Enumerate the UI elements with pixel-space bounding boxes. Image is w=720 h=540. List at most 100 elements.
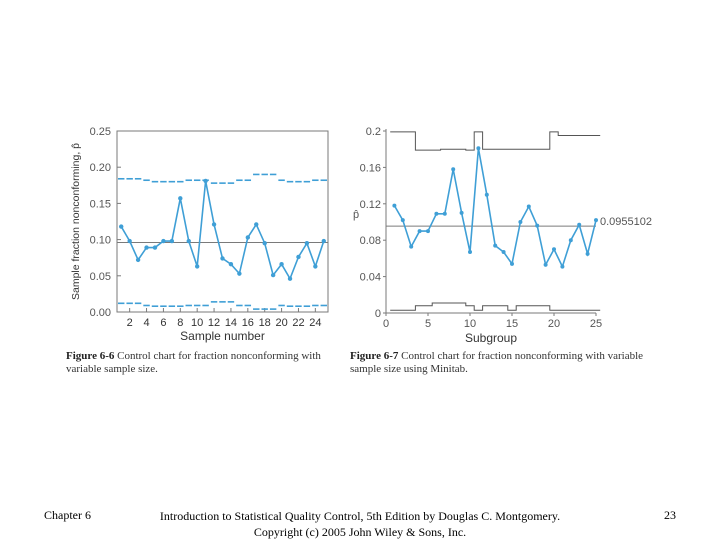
- plot-frame: [116, 130, 329, 313]
- data-point: [560, 264, 565, 269]
- x-tick-label: 10: [191, 317, 203, 329]
- x-tick-label: 14: [225, 317, 237, 329]
- data-point: [135, 257, 141, 263]
- data-point: [417, 229, 422, 234]
- data-point: [409, 244, 414, 249]
- data-point: [119, 224, 124, 229]
- y-axis-label: Sample fraction nonconforming, p̂: [70, 143, 82, 300]
- data-point: [254, 222, 259, 227]
- y-tick-label: 0.20: [90, 162, 111, 174]
- data-point: [526, 204, 531, 209]
- caption-label-6-7: Figure 6-7: [350, 350, 399, 362]
- y-tick-label: 0.10: [90, 235, 111, 247]
- data-point: [287, 276, 293, 281]
- data-point: [127, 238, 132, 244]
- data-point: [442, 211, 447, 216]
- y-tick-label: 0.05: [90, 271, 111, 283]
- caption-fig-6-7: Figure 6-7 Control chart for fraction no…: [350, 350, 660, 376]
- footer-citation-line2: Copyright (c) 2005 John Wiley & Sons, In…: [253, 525, 467, 539]
- data-point: [392, 203, 397, 208]
- footer-page-number: 23: [664, 508, 676, 522]
- y-tick-label: 0.15: [90, 198, 111, 210]
- chart-fig-6-7: 0 0.04 0.08 0.12 0.16 0.2 0 5 10 15 20 25 Subgroup p̂…: [353, 126, 652, 345]
- data-point: [161, 238, 166, 244]
- y-tick-label: 0.2: [366, 126, 381, 138]
- y-tick-label: 0.12: [360, 199, 381, 211]
- y-tick-label: 0.08: [360, 235, 381, 247]
- data-point: [426, 229, 430, 234]
- data-point: [535, 223, 540, 228]
- y-tick-label: 0.00: [90, 307, 111, 319]
- caption-label-6-6: Figure 6-6: [66, 350, 115, 362]
- data-point: [313, 264, 318, 269]
- data-point: [451, 167, 456, 172]
- data-point: [194, 264, 200, 269]
- ucl-step-line: [390, 131, 601, 151]
- data-point: [144, 245, 149, 250]
- center-line-label: 0.0955102: [600, 216, 652, 228]
- x-tick-label: 20: [275, 317, 287, 329]
- footer-chapter: Chapter 6: [44, 508, 91, 522]
- data-point: [178, 196, 183, 201]
- data-point: [568, 238, 573, 243]
- x-tick-label: 12: [208, 317, 220, 329]
- data-point: [296, 254, 301, 260]
- data-point: [585, 251, 590, 256]
- y-tick-label: 0.25: [90, 126, 111, 138]
- data-point: [484, 192, 489, 197]
- data-point: [501, 250, 506, 255]
- data-point: [400, 218, 405, 223]
- x-axis-label: Sample number: [180, 329, 265, 343]
- data-point: [211, 222, 217, 227]
- data-point: [476, 146, 481, 151]
- data-point: [510, 261, 514, 266]
- data-point: [304, 241, 310, 246]
- data-point: [228, 262, 234, 267]
- x-tick-label: 2: [127, 317, 133, 329]
- data-point: [434, 211, 439, 216]
- x-tick-label: 20: [548, 318, 560, 330]
- data-point: [245, 235, 251, 240]
- data-point: [270, 272, 276, 278]
- data-point: [262, 241, 267, 246]
- data-point: [321, 238, 326, 244]
- y-tick-label: 0: [375, 308, 381, 320]
- data-point: [279, 262, 284, 267]
- data-point: [543, 262, 548, 267]
- x-axis-label: Subgroup: [465, 331, 517, 345]
- chart-fig-6-6: 0.000.050.100.150.200.252 4 6 8 10 12 14 16 18 20…: [70, 126, 329, 343]
- x-tick-label: 0: [383, 318, 389, 330]
- x-tick-label: 22: [292, 317, 304, 329]
- data-point: [518, 220, 523, 224]
- y-tick-label: 0.04: [360, 272, 381, 284]
- x-tick-label: 5: [425, 318, 431, 330]
- data-point: [203, 178, 208, 184]
- data-point: [594, 218, 598, 223]
- x-tick-label: 16: [242, 317, 254, 329]
- footer-citation-line1: Introduction to Statistical Quality Cont…: [159, 509, 561, 523]
- x-tick-label: 25: [590, 318, 602, 330]
- data-point: [186, 238, 191, 244]
- data-point: [577, 222, 582, 227]
- caption-fig-6-6: Figure 6-6 Control chart for fraction no…: [66, 350, 336, 376]
- x-tick-label: 18: [259, 317, 271, 329]
- data-point: [237, 271, 242, 276]
- series-line: [120, 180, 325, 281]
- data-point: [552, 247, 556, 252]
- data-point: [169, 238, 175, 244]
- x-tick-label: 15: [506, 318, 518, 330]
- series-line: [393, 148, 597, 269]
- x-tick-label: 10: [464, 318, 476, 330]
- data-point: [459, 210, 464, 215]
- x-tick-label: 4: [143, 317, 149, 329]
- lcl-step-line: [390, 302, 601, 311]
- data-point: [468, 250, 472, 255]
- caption-text-6-6: Control chart for fraction nonconforming…: [66, 350, 321, 375]
- footer-citation: Introduction to Statistical Quality Cont…: [150, 508, 570, 540]
- x-tick-label: 6: [160, 317, 166, 329]
- x-tick-label: 24: [309, 317, 321, 329]
- caption-text-6-7: Control chart for fraction nonconforming…: [350, 350, 644, 375]
- x-tick-label: 8: [177, 317, 183, 329]
- y-axis-label: p̂: [353, 209, 359, 221]
